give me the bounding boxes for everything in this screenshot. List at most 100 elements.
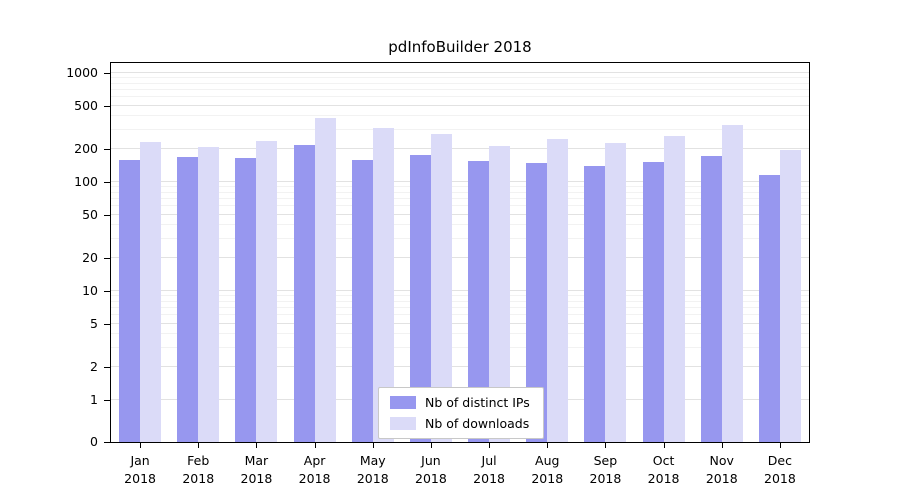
- y-tick-mark: [104, 149, 110, 151]
- y-tick-mark: [104, 291, 110, 292]
- bar-downloads: [489, 145, 511, 442]
- x-tick-label: Nov 2018: [693, 452, 751, 488]
- legend-swatch-downloads: [390, 417, 416, 430]
- y-tick-mark: [104, 214, 110, 216]
- x-tick-label: Sep 2018: [576, 452, 634, 488]
- bar-distinct-ips: [235, 158, 257, 442]
- y-tick-label: 1: [90, 392, 98, 407]
- y-tick-label: 20: [82, 250, 98, 266]
- x-tick-year: 2018: [182, 471, 215, 487]
- x-tick-label: Oct 2018: [635, 452, 693, 488]
- bar-distinct-ips: [177, 157, 199, 442]
- bar-distinct-ips: [119, 159, 141, 442]
- minor-gridline: [111, 129, 809, 130]
- x-tick-mark: [314, 443, 316, 448]
- y-tick-label: 10: [82, 283, 98, 298]
- y-tick-mark: [104, 400, 110, 401]
- x-tick-year: 2018: [240, 471, 273, 487]
- y-tick-mark: [104, 323, 110, 325]
- major-gridline: [111, 72, 809, 73]
- bar-distinct-ips: [468, 161, 490, 442]
- y-tick-label: 500: [74, 97, 98, 113]
- y-tick-mark: [104, 367, 110, 369]
- x-tick-month: Sep: [593, 453, 618, 468]
- x-tick-mark: [605, 443, 607, 448]
- legend-entry-distinct-ips: Nb of distinct IPs: [390, 395, 530, 410]
- minor-gridline: [111, 115, 809, 117]
- x-tick-year: 2018: [298, 471, 331, 487]
- x-tick-year: 2018: [531, 471, 564, 487]
- x-tick-year: 2018: [589, 471, 622, 487]
- bar-downloads: [547, 138, 569, 442]
- legend-label-downloads: Nb of downloads: [425, 416, 530, 431]
- x-tick-label: Aug 2018: [518, 452, 576, 488]
- legend-label-distinct-ips: Nb of distinct IPs: [425, 395, 530, 410]
- bar-distinct-ips: [409, 154, 431, 442]
- x-tick-mark: [140, 443, 142, 448]
- x-tick-label: Jan 2018: [111, 452, 169, 488]
- x-tick-mark: [256, 443, 258, 448]
- x-tick-year: 2018: [415, 471, 447, 487]
- x-tick-mark: [721, 443, 723, 448]
- plot-area: [110, 62, 810, 443]
- x-tick-year: 2018: [473, 471, 505, 487]
- bar-distinct-ips: [758, 175, 780, 442]
- bar-downloads: [605, 142, 627, 442]
- bar-distinct-ips: [351, 160, 373, 442]
- x-tick-label: Mar 2018: [227, 452, 285, 488]
- x-tick-month: Aug: [535, 453, 560, 468]
- y-tick-label: 200: [74, 141, 98, 157]
- bar-distinct-ips: [700, 156, 722, 442]
- y-tick-label: 50: [82, 206, 98, 222]
- x-tick-month: Apr: [303, 453, 326, 468]
- x-tick-month: Dec: [767, 453, 792, 468]
- x-tick-label: Feb 2018: [169, 452, 227, 488]
- minor-gridline: [111, 88, 809, 90]
- major-gridline: [111, 104, 809, 106]
- bar-distinct-ips: [584, 166, 606, 442]
- x-tick-mark: [489, 443, 491, 448]
- y-tick-label: 2: [90, 359, 98, 375]
- x-tick-mark: [547, 443, 549, 448]
- x-tick-label: Jun 2018: [402, 452, 460, 488]
- x-tick-month: Nov: [709, 453, 734, 468]
- x-tick-month: Mar: [244, 453, 269, 468]
- bar-distinct-ips: [642, 162, 664, 442]
- bar-downloads: [140, 141, 162, 442]
- bar-downloads: [198, 146, 220, 442]
- legend: Nb of distinct IPs Nb of downloads: [378, 387, 544, 439]
- bar-downloads: [779, 150, 801, 442]
- minor-gridline: [111, 77, 809, 78]
- bar-downloads: [663, 135, 685, 442]
- x-tick-label: May 2018: [344, 452, 402, 488]
- bar-downloads: [430, 134, 452, 442]
- y-tick-label: 5: [90, 315, 98, 331]
- x-tick-mark: [779, 443, 781, 448]
- x-tick-mark: [372, 443, 374, 448]
- x-tick-year: 2018: [647, 471, 680, 487]
- x-tick-label: Dec 2018: [751, 452, 809, 488]
- bar-downloads: [314, 117, 336, 442]
- minor-gridline: [111, 96, 809, 98]
- y-tick-label: 1000: [66, 65, 98, 80]
- bar-distinct-ips: [293, 144, 315, 442]
- bar-distinct-ips: [526, 162, 548, 442]
- x-tick-year: 2018: [764, 471, 796, 487]
- x-tick-label: Jul 2018: [460, 452, 518, 488]
- y-tick-label: 100: [74, 174, 98, 189]
- bar-downloads: [721, 125, 743, 442]
- x-tick-mark: [198, 443, 200, 448]
- x-tick-label: Apr 2018: [286, 452, 344, 488]
- y-tick-label: 0: [90, 434, 98, 449]
- y-tick-mark: [104, 105, 110, 107]
- bar-downloads: [256, 140, 278, 442]
- x-tick-month: May: [359, 453, 386, 468]
- y-tick-mark: [104, 442, 110, 443]
- x-tick-mark: [663, 443, 665, 448]
- chart-title: pdInfoBuilder 2018: [388, 38, 532, 56]
- bar-downloads: [372, 128, 394, 442]
- x-tick-month: Jan: [130, 453, 150, 468]
- x-tick-month: Oct: [652, 453, 675, 468]
- x-tick-month: Jul: [481, 453, 497, 468]
